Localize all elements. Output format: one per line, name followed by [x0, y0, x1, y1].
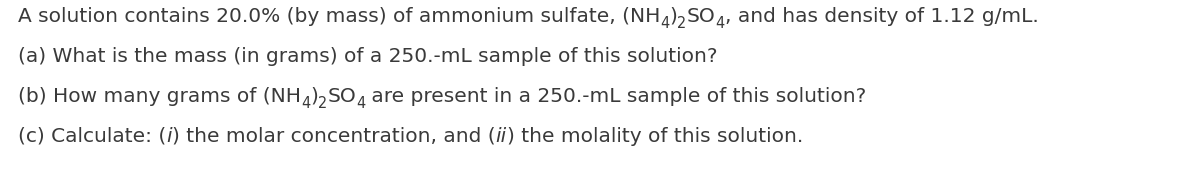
Text: ) the molality of this solution.: ) the molality of this solution.: [506, 127, 803, 146]
Text: ): ): [311, 87, 318, 106]
Text: (c) Calculate: (: (c) Calculate: (: [18, 127, 167, 146]
Text: 2: 2: [678, 16, 686, 30]
Text: 4: 4: [356, 96, 365, 110]
Text: A solution contains 20.0% (by mass) of ammonium sulfate, (NH: A solution contains 20.0% (by mass) of a…: [18, 7, 660, 26]
Text: SO: SO: [328, 87, 356, 106]
Text: ii: ii: [496, 127, 506, 146]
Text: are present in a 250.-mL sample of this solution?: are present in a 250.-mL sample of this …: [365, 87, 866, 106]
Text: i: i: [167, 127, 172, 146]
Text: 4: 4: [301, 96, 311, 110]
Text: , and has density of 1.12 g/mL.: , and has density of 1.12 g/mL.: [725, 7, 1038, 26]
Text: ): ): [670, 7, 678, 26]
Text: SO: SO: [686, 7, 715, 26]
Text: 4: 4: [715, 16, 725, 30]
Text: (b) How many grams of (NH: (b) How many grams of (NH: [18, 87, 301, 106]
Text: (a) What is the mass (in grams) of a 250.-mL sample of this solution?: (a) What is the mass (in grams) of a 250…: [18, 47, 718, 66]
Text: ) the molar concentration, and (: ) the molar concentration, and (: [172, 127, 496, 146]
Text: 2: 2: [318, 96, 328, 110]
Text: 4: 4: [660, 16, 670, 30]
